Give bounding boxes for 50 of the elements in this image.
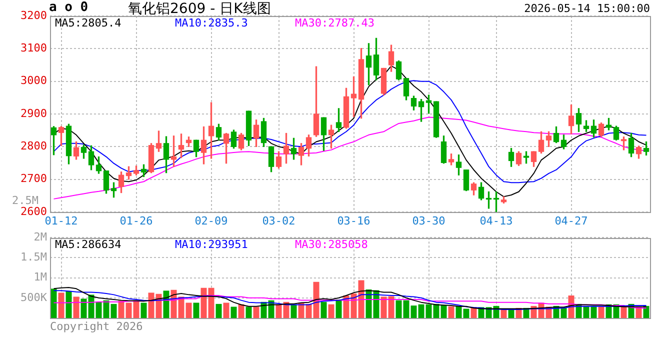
- x-tick-label: 04-13: [480, 214, 513, 228]
- y-tick-label: 2900: [20, 106, 47, 120]
- text: Copyright 2026: [50, 320, 143, 333]
- bar: [216, 304, 222, 318]
- bar: [598, 306, 604, 318]
- text: a o 0: [49, 0, 88, 15]
- bar: [230, 306, 237, 318]
- text: MA5:2805.4: [55, 16, 122, 30]
- y-tick-label: 2M: [34, 230, 48, 244]
- bar: [238, 304, 244, 318]
- text: MA10:293951: [175, 238, 248, 251]
- x-tick-label: 02-09: [194, 214, 228, 228]
- text: MA5:286634: [55, 238, 122, 251]
- text: MA30:285058: [295, 238, 368, 251]
- bar: [58, 292, 64, 318]
- bar: [246, 306, 252, 318]
- bar: [193, 302, 200, 318]
- bar: [66, 291, 72, 318]
- bar: [336, 300, 342, 318]
- bar: [448, 306, 454, 318]
- bar: [140, 302, 147, 318]
- y-tick-label: 1.5M: [20, 250, 48, 264]
- x-tick-label: 03-30: [412, 214, 446, 228]
- bar: [50, 288, 57, 318]
- y-tick-label: 2800: [20, 140, 47, 153]
- text: 2026-05-14 15:00:00: [524, 2, 650, 15]
- bar: [223, 302, 230, 318]
- y-tick-label: 500K: [20, 290, 48, 304]
- y-tick-label: 2600: [20, 204, 47, 218]
- x-tick-label: 01-12: [44, 214, 78, 228]
- bar: [328, 304, 334, 318]
- bar: [290, 304, 297, 318]
- bar: [253, 306, 260, 318]
- bar: [320, 302, 327, 318]
- bar: [620, 306, 627, 318]
- y-tick-label: 1M: [34, 270, 48, 284]
- x-tick-label: 01-26: [120, 214, 153, 228]
- text: MA10:2835.3: [175, 16, 248, 30]
- text: 2.5M: [12, 194, 38, 207]
- x-tick-label: 04-27: [554, 214, 588, 228]
- x-tick-label: 03-02: [262, 214, 296, 228]
- chart-title: 氧化铝2609 - 日K线图: [128, 1, 271, 17]
- text: MA30:2787.43: [295, 16, 374, 30]
- y-tick-label: 2700: [20, 172, 47, 186]
- y-tick-label: 3100: [20, 42, 47, 55]
- bar: [643, 306, 650, 318]
- y-tick-label: 3200: [20, 8, 47, 22]
- y-tick-label: 3000: [20, 74, 47, 88]
- x-tick-label: 03-16: [337, 214, 370, 228]
- bar: [73, 296, 80, 318]
